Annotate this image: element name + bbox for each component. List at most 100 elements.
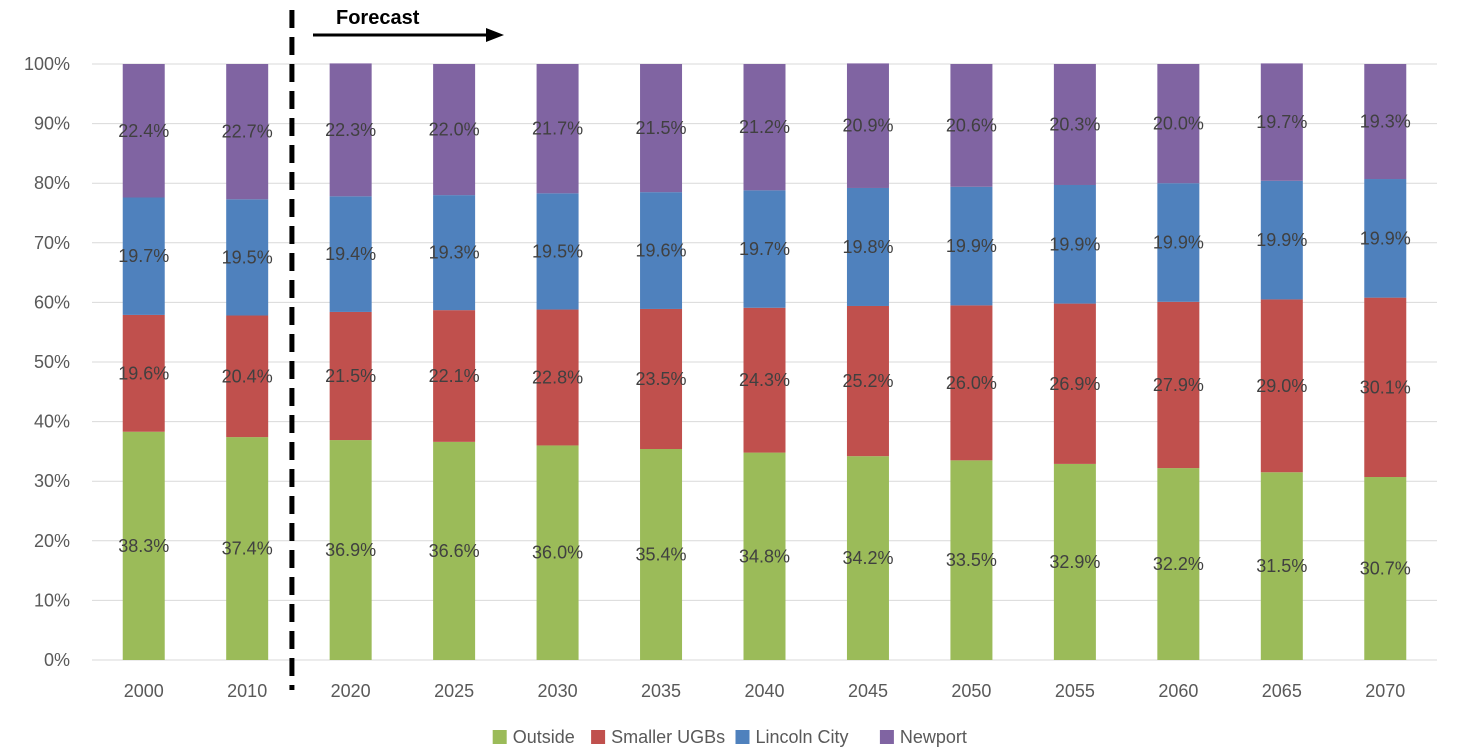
bar-segment [1053,303,1096,464]
data-label: 31.5% [1256,556,1307,576]
data-label: 36.0% [532,543,583,563]
bar-segment [743,190,786,308]
legend-swatch [879,730,894,744]
data-label: 19.3% [1360,112,1411,132]
data-label: 30.7% [1360,559,1411,579]
data-label: 19.8% [842,237,893,257]
data-label: 21.7% [532,119,583,139]
data-label: 36.9% [325,540,376,560]
data-label: 19.9% [1256,230,1307,250]
bar-segment [122,197,165,315]
bar-segment [433,195,476,311]
bar-segment [640,308,683,450]
bar-segment [846,305,889,457]
bar-segment [1364,64,1407,180]
bar-segment [433,310,476,442]
data-label: 33.5% [946,550,997,570]
data-label: 34.8% [739,546,790,566]
data-label: 19.9% [1360,228,1411,248]
bar-segment [1053,463,1096,660]
data-label: 27.9% [1153,375,1204,395]
data-label: 19.3% [429,243,480,263]
bar-segment [122,314,165,432]
data-label: 22.1% [429,366,480,386]
bar-segment [1053,64,1096,185]
legend-label: Lincoln City [756,727,849,747]
bar-segment [433,64,476,196]
bar-segment [950,460,993,660]
bar-segment [329,196,372,312]
data-label: 25.2% [842,371,893,391]
x-tick-label: 2040 [744,681,784,701]
y-tick-label: 80% [34,173,70,193]
bar-segment [743,452,786,660]
y-tick-label: 10% [34,590,70,610]
data-label: 22.7% [222,122,273,142]
bar-segment [536,193,579,310]
legend-label: Smaller UGBs [611,727,725,747]
bar-segment [122,431,165,660]
bar-segment [950,305,993,461]
bar-segment [1364,477,1407,660]
data-label: 30.1% [1360,377,1411,397]
x-tick-label: 2010 [227,681,267,701]
data-label: 19.4% [325,244,376,264]
y-tick-label: 30% [34,471,70,491]
y-tick-label: 70% [34,233,70,253]
bar-segment [536,309,579,446]
data-label: 26.0% [946,373,997,393]
data-label: 26.9% [1049,374,1100,394]
data-label: 19.5% [532,241,583,261]
x-tick-label: 2030 [538,681,578,701]
data-label: 35.4% [636,545,687,565]
data-label: 20.3% [1049,114,1100,134]
bar-segment [640,449,683,660]
bar-segment [329,440,372,660]
forecast-annotation-label: Forecast [336,7,420,29]
bar-segment [640,64,683,193]
bar-segment [743,64,786,191]
bar-segment [1260,63,1303,181]
data-label: 19.5% [222,247,273,267]
data-label: 37.4% [222,539,273,559]
bar-segment [226,315,269,438]
bar-segment [1157,183,1200,302]
bar-segment [743,307,786,453]
data-label: 21.5% [325,366,376,386]
forecast-arrow-head-icon [486,28,504,42]
y-tick-label: 40% [34,412,70,432]
y-tick-label: 100% [24,54,70,74]
data-label: 19.9% [1153,233,1204,253]
x-tick-label: 2035 [641,681,681,701]
bar-segment [1364,179,1407,298]
data-label: 20.6% [946,115,997,135]
x-tick-label: 2000 [124,681,164,701]
bar-segment [329,311,372,441]
data-label: 24.3% [739,370,790,390]
bar-segment [1157,64,1200,184]
data-label: 20.4% [222,366,273,386]
x-tick-label: 2055 [1055,681,1095,701]
bar-segment [536,445,579,660]
bar-segment [1157,301,1200,469]
bar-segment [1364,297,1407,478]
legend-label: Outside [513,727,575,747]
x-tick-label: 2070 [1365,681,1405,701]
legend-label: Newport [900,727,967,747]
bar-segment [122,64,165,198]
bar-segment [846,187,889,306]
data-label: 22.3% [325,120,376,140]
bar-segment [1157,468,1200,660]
data-label: 29.0% [1256,376,1307,396]
data-label: 21.2% [739,117,790,137]
bar-segment [950,64,993,187]
data-label: 19.7% [118,246,169,266]
data-label: 19.6% [118,363,169,383]
y-tick-label: 0% [44,650,70,670]
data-label: 19.9% [946,236,997,256]
bar-segment [226,437,269,660]
data-label: 32.9% [1049,552,1100,572]
bar-segment [950,186,993,306]
